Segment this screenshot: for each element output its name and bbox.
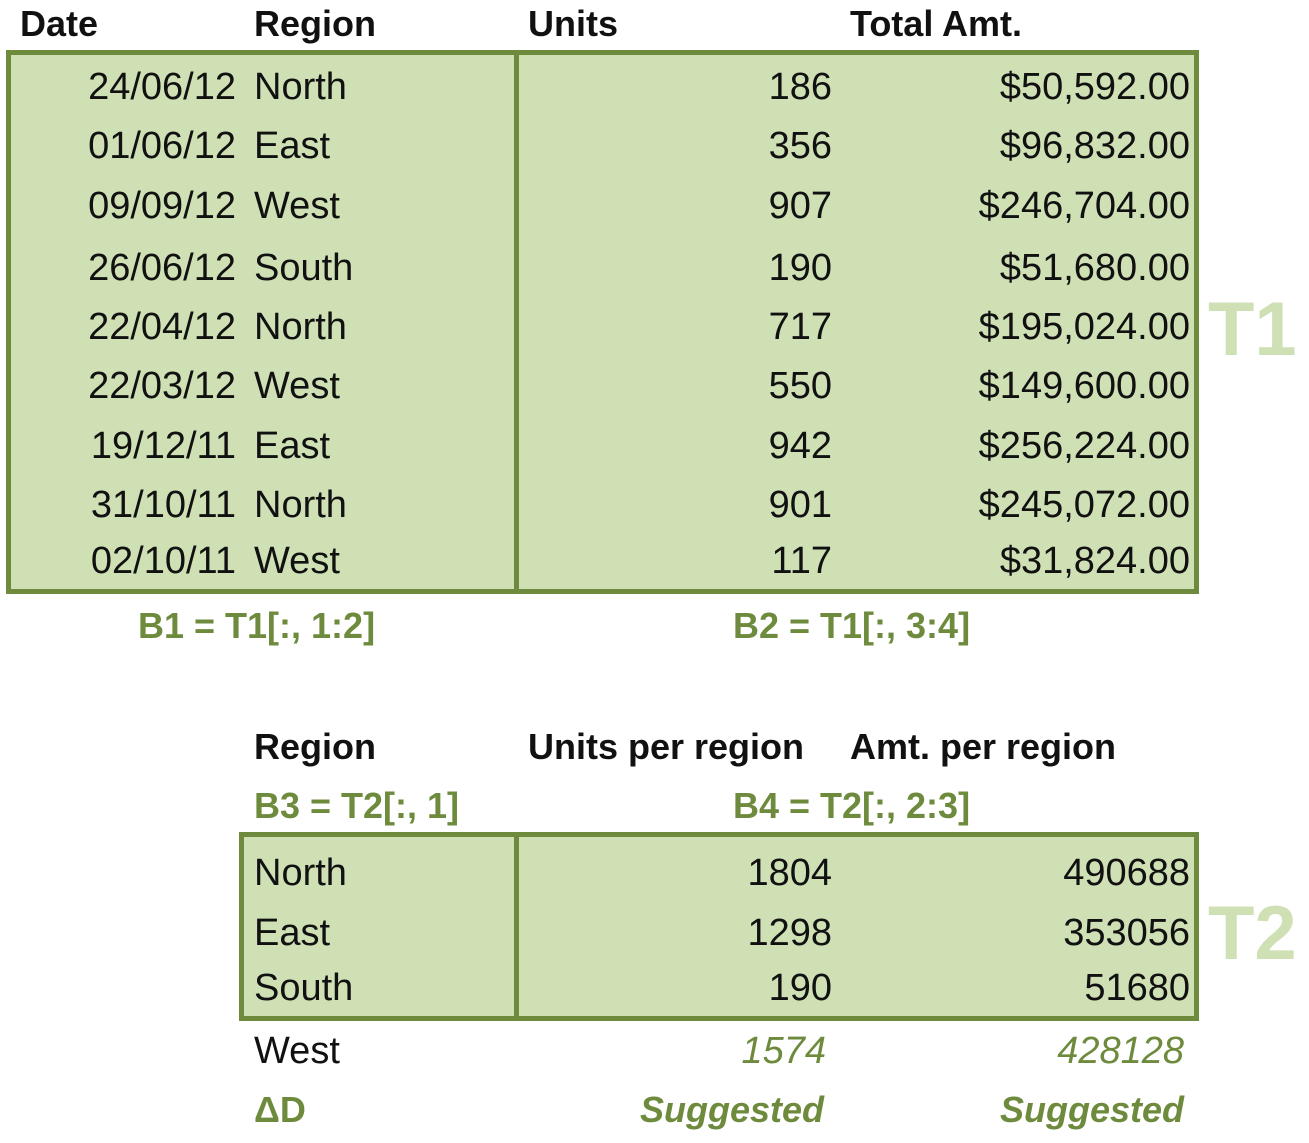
- b2-label: B2 = T1[:, 3:4]: [733, 605, 971, 646]
- t1-cell-amount: $195,024.00: [978, 306, 1190, 348]
- t1-divider: [514, 50, 519, 594]
- t1-cell-amount: $51,680.00: [999, 247, 1190, 289]
- t2-cell-units: 190: [768, 967, 832, 1009]
- t1-cell-units: 190: [768, 247, 832, 289]
- t1-header-units: Units: [528, 3, 618, 44]
- t1-cell-region: East: [254, 125, 331, 167]
- suggested-amount-label: Suggested: [999, 1089, 1184, 1130]
- t1-cell-region: West: [254, 365, 340, 407]
- t1-header-date: Date: [20, 3, 99, 44]
- t1-header-amount: Total Amt.: [850, 3, 1022, 44]
- t1-cell-amount: $149,600.00: [978, 365, 1190, 407]
- b1-label: B1 = T1[:, 1:2]: [138, 605, 376, 646]
- t1-cell-units: 907: [768, 185, 832, 227]
- extra-row-region: West: [254, 1030, 340, 1072]
- t1-cell-date: 22/04/12: [88, 306, 236, 348]
- t1-cell-amount: $96,832.00: [999, 125, 1190, 167]
- t2-tag: T2: [1208, 891, 1297, 976]
- t1-cell-region: East: [254, 425, 331, 467]
- delta-d-label: ΔD: [254, 1089, 306, 1130]
- t2-cell-region: North: [254, 852, 347, 894]
- t1-cell-date: 09/09/12: [88, 185, 236, 227]
- t1-header-region: Region: [254, 3, 376, 44]
- t2-cell-region: South: [254, 967, 354, 1009]
- t1-cell-date: 24/06/12: [88, 66, 236, 108]
- b3-label: B3 = T2[:, 1]: [254, 785, 460, 826]
- t1-tag: T1: [1208, 287, 1297, 372]
- t1-table-box: [6, 50, 1199, 594]
- t2-cell-units: 1804: [747, 852, 832, 894]
- t1-cell-date: 22/03/12: [88, 365, 236, 407]
- t1-cell-units: 186: [768, 66, 832, 108]
- t2-table-box: [239, 832, 1199, 1021]
- t2-cell-region: East: [254, 912, 331, 954]
- t1-cell-units: 117: [771, 540, 832, 582]
- t1-cell-units: 550: [768, 365, 832, 407]
- t1-cell-amount: $50,592.00: [999, 66, 1190, 108]
- extra-row-units: 1574: [741, 1030, 826, 1072]
- t1-cell-units: 901: [768, 484, 832, 526]
- t2-cell-amount: 490688: [1063, 852, 1190, 894]
- t1-cell-region: West: [254, 185, 340, 227]
- b4-label: B4 = T2[:, 2:3]: [733, 785, 971, 826]
- t1-cell-date: 26/06/12: [88, 247, 236, 289]
- t1-cell-amount: $31,824.00: [999, 540, 1190, 582]
- t1-cell-region: North: [254, 66, 347, 108]
- t1-cell-date: 19/12/11: [90, 425, 236, 467]
- suggested-units-label: Suggested: [639, 1089, 824, 1130]
- t2-cell-units: 1298: [747, 912, 832, 954]
- t1-cell-region: West: [254, 540, 340, 582]
- t1-cell-units: 356: [768, 125, 832, 167]
- t2-header-region: Region: [254, 726, 376, 767]
- extra-row-amount: 428128: [1057, 1030, 1184, 1072]
- t1-cell-region: North: [254, 484, 347, 526]
- t1-cell-amount: $256,224.00: [978, 425, 1190, 467]
- t1-cell-amount: $246,704.00: [978, 185, 1190, 227]
- t2-divider: [514, 832, 519, 1021]
- t1-cell-units: 942: [768, 425, 832, 467]
- t2-header-units: Units per region: [528, 726, 805, 767]
- t1-cell-date: 01/06/12: [88, 125, 236, 167]
- t1-cell-region: North: [254, 306, 347, 348]
- t2-cell-amount: 353056: [1063, 912, 1190, 954]
- t1-cell-amount: $245,072.00: [978, 484, 1190, 526]
- t1-cell-region: South: [254, 247, 354, 289]
- t1-cell-date: 02/10/11: [90, 540, 236, 582]
- t1-cell-units: 717: [768, 306, 832, 348]
- t2-header-amount: Amt. per region: [850, 726, 1117, 767]
- t1-cell-date: 31/10/11: [90, 484, 236, 526]
- t2-cell-amount: 51680: [1084, 967, 1190, 1009]
